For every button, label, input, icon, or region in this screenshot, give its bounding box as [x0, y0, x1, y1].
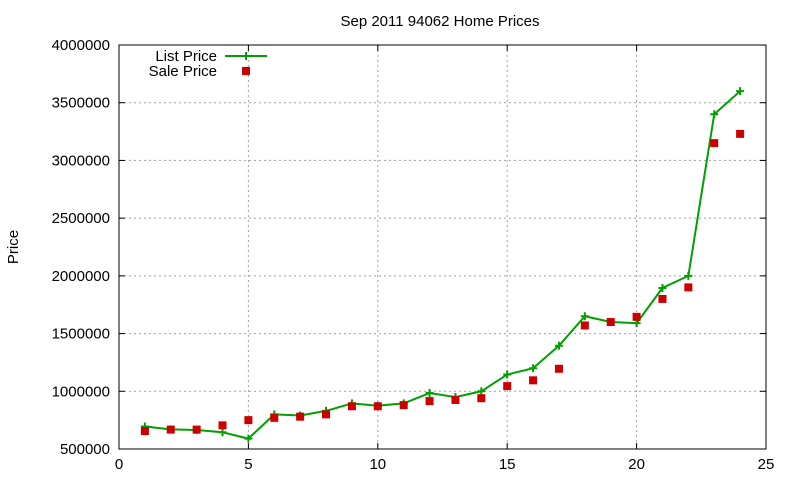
y-tick-label: 2000000	[52, 268, 110, 285]
list-price-point	[244, 434, 253, 443]
y-tick-label: 3500000	[52, 95, 110, 112]
sale-price-point	[503, 382, 512, 391]
list-price-point	[529, 364, 538, 373]
y-tick-label: 1000000	[52, 383, 110, 400]
list-price-point	[477, 387, 486, 396]
sale-price-point	[736, 129, 745, 138]
list-price-point	[580, 312, 589, 321]
sale-price-point	[270, 413, 279, 422]
list-price-point	[684, 271, 693, 280]
x-tick-label: 20	[628, 456, 645, 473]
sale-price-point	[347, 402, 356, 411]
y-tick-label: 1500000	[52, 326, 110, 343]
list-price-point	[736, 87, 745, 96]
sale-price-point	[244, 416, 253, 425]
list-price-point	[503, 370, 512, 379]
legend: List Price Sale Price	[149, 48, 267, 80]
sale-price-point	[554, 364, 563, 373]
sale-price-point	[140, 427, 149, 436]
sale-price-point	[373, 402, 382, 411]
list-price-point	[710, 110, 719, 119]
series-layer	[140, 87, 745, 443]
sale-price-point	[632, 312, 641, 321]
list-price-point	[425, 389, 434, 398]
sale-price-point	[399, 401, 408, 410]
y-tick-label: 2500000	[52, 210, 110, 227]
legend-marker-list-price	[242, 52, 250, 60]
sale-price-point	[580, 321, 589, 330]
legend-label-list-price: List Price	[155, 48, 217, 65]
sale-price-point	[477, 394, 486, 403]
y-tick-label: 500000	[60, 441, 110, 458]
legend-marker-sale-price	[242, 67, 250, 75]
legend-label-sale-price: Sale Price	[149, 63, 217, 80]
axis-ticks: 0 5 10 15 20 25 500000 1000000 1500000 2000000 250…	[52, 37, 775, 473]
sale-price-point	[684, 283, 693, 292]
list-price-point	[658, 283, 667, 292]
sale-price-point	[166, 425, 175, 434]
y-axis-label: Price	[5, 230, 22, 264]
chart-title: Sep 2011 94062 Home Prices	[340, 13, 539, 30]
x-tick-label: 0	[115, 456, 123, 473]
series-line-list-price	[144, 90, 741, 440]
sale-price-point	[606, 318, 615, 327]
sale-price-point	[658, 294, 667, 303]
grid-lines	[119, 45, 766, 449]
list-price-point	[554, 341, 563, 350]
sale-price-point	[296, 412, 305, 421]
sale-price-point	[218, 421, 227, 430]
sale-price-point	[529, 376, 538, 385]
sale-price-point	[451, 395, 460, 404]
sale-price-point	[192, 425, 201, 434]
sale-price-point	[322, 410, 331, 419]
sale-price-point	[425, 397, 434, 406]
x-tick-label: 5	[244, 456, 252, 473]
x-tick-label: 25	[758, 456, 775, 473]
y-tick-label: 3000000	[52, 152, 110, 169]
list-price-point	[218, 428, 227, 437]
sale-price-point	[710, 139, 719, 148]
x-tick-label: 10	[369, 456, 386, 473]
x-tick-label: 15	[499, 456, 516, 473]
y-tick-label: 4000000	[52, 37, 110, 54]
plot-frame	[118, 44, 767, 450]
